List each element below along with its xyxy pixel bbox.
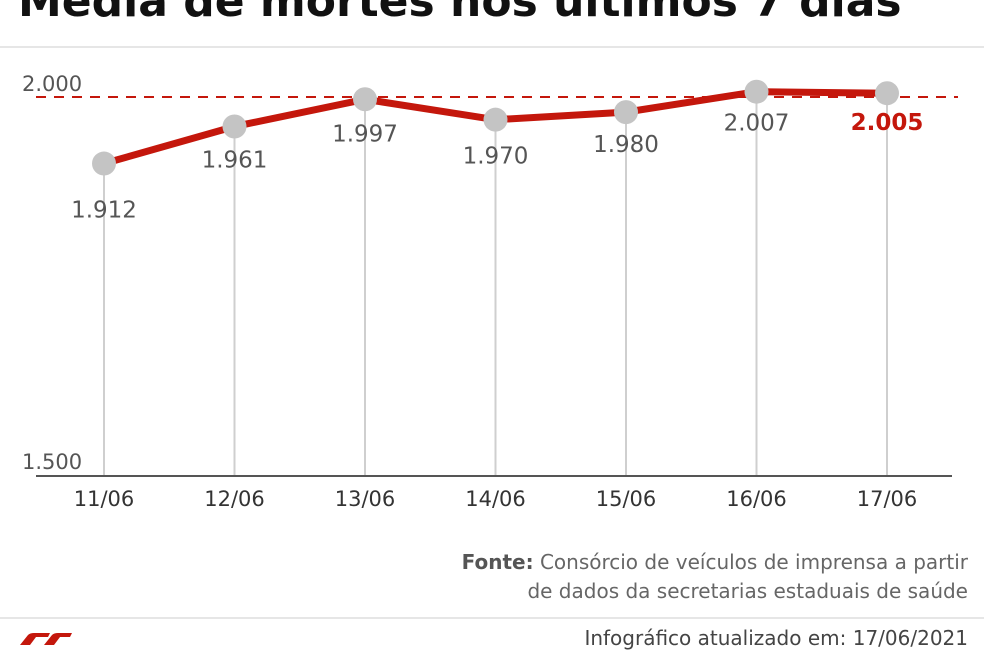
y-tick-label: 2.000 (22, 72, 82, 96)
publisher-logo (20, 633, 72, 645)
line-chart: 1.500 2.000 11/06 12/06 13/06 14/06 15/06 16/06… (22, 72, 958, 511)
y-tick-label: 1.500 (22, 450, 82, 474)
data-point (222, 114, 247, 139)
header-divider (0, 46, 984, 48)
data-label: 1.970 (463, 144, 529, 170)
data-point (483, 107, 508, 132)
x-tick-label: 17/06 (857, 487, 918, 511)
data-point (875, 81, 899, 106)
data-label: 1.961 (202, 147, 268, 173)
data-point (614, 100, 638, 125)
source-text-line2: de dados da secretarias estaduais de saú… (527, 579, 968, 603)
source-label: Fonte: (461, 550, 534, 574)
logo-mark (20, 633, 72, 645)
data-point (353, 87, 377, 112)
data-label: 2.005 (851, 110, 924, 136)
source-note: Fonte: Consórcio de veículos de imprensa… (462, 548, 968, 606)
x-tick-label: 15/06 (596, 487, 657, 511)
data-label: 1.997 (332, 121, 398, 147)
data-label: 2.007 (724, 111, 790, 137)
updated-note: Infográfico atualizado em: 17/06/2021 (584, 626, 968, 650)
x-tick-label: 14/06 (465, 487, 526, 511)
chart-title: Média de mortes nos últimos 7 dias (18, 0, 902, 27)
x-tick-label: 12/06 (204, 487, 265, 511)
x-tick-label: 13/06 (335, 487, 396, 511)
data-label: 1.980 (593, 132, 659, 158)
data-point (744, 79, 769, 104)
data-point (92, 151, 116, 176)
x-tick-label: 16/06 (726, 487, 787, 511)
x-tick-label: 11/06 (74, 487, 135, 511)
data-label: 1.912 (71, 198, 137, 224)
source-text-line1: Consórcio de veículos de imprensa a part… (539, 550, 968, 574)
footer-divider (0, 617, 984, 619)
